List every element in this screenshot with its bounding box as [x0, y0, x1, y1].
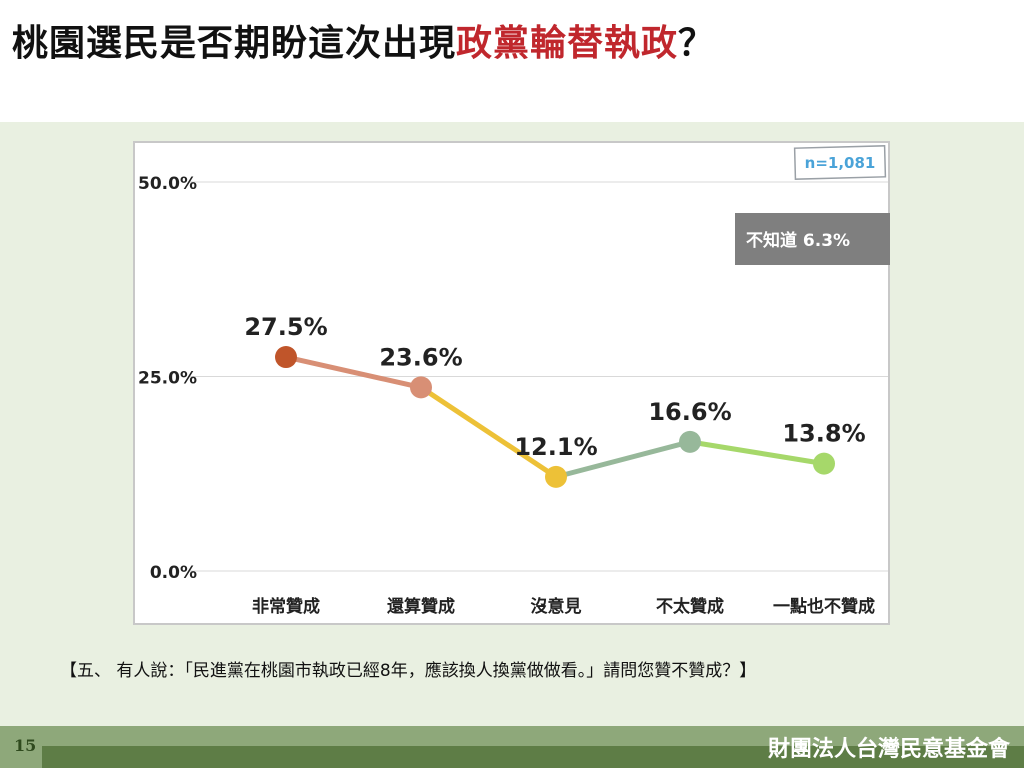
organization-name: 財團法人台灣民意基金會 — [767, 737, 1010, 762]
x-tick-label: 一點也不贊成 — [773, 596, 875, 617]
y-tick-label: 25.0% — [138, 369, 197, 389]
data-label: 23.6% — [379, 343, 462, 371]
data-point — [679, 430, 701, 453]
data-label: 13.8% — [782, 420, 865, 448]
data-point — [813, 452, 835, 475]
data-point — [545, 465, 567, 488]
series-line-segment — [418, 384, 559, 480]
survey-question: 【五、 有人說：「民進黨在桃園市執政已經8年，應該換人換黨做做看。」請問您贊不贊… — [60, 661, 757, 681]
sample-note-box — [793, 145, 887, 180]
y-tick-label: 50.0% — [138, 174, 197, 194]
title-prefix: 桃園選民是否期盼這次出現 — [12, 23, 457, 64]
page-title: 桃園選民是否期盼這次出現政黨輪替執政？ — [12, 14, 715, 66]
series-line-segment — [283, 354, 424, 390]
x-tick-label: 不太贊成 — [656, 596, 724, 617]
title-highlight: 政黨輪替執政 — [456, 23, 679, 64]
series-line-segment — [553, 439, 693, 480]
data-label: 12.1% — [514, 433, 597, 461]
data-point — [275, 346, 297, 369]
x-tick-label: 沒意見 — [531, 596, 582, 617]
page-number: 15 — [14, 736, 37, 755]
data-label: 27.5% — [244, 313, 327, 341]
data-label: 16.6% — [648, 398, 731, 426]
sample-note: n=1,081 — [805, 154, 876, 172]
x-tick-label: 非常贊成 — [252, 596, 320, 617]
data-point — [410, 376, 432, 399]
footer-band-dark — [42, 746, 1024, 768]
dont-know-label: 不知道 6.3% — [746, 230, 850, 251]
dont-know-box — [735, 213, 890, 265]
series-line-segment — [687, 439, 827, 467]
y-tick-label: 0.0% — [150, 563, 197, 583]
x-tick-label: 還算贊成 — [387, 596, 455, 617]
title-suffix: ？ — [678, 23, 716, 64]
